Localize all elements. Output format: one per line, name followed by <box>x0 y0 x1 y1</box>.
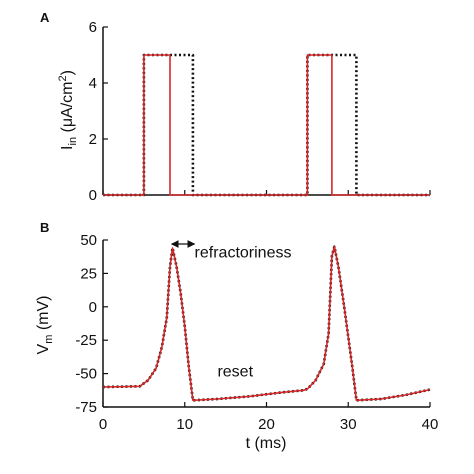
panel-b-ytick-label: 0 <box>89 299 97 316</box>
panel-a-plot <box>103 53 430 197</box>
panel-b-ytick-label: -50 <box>75 366 97 383</box>
panel-b-ytick-label: 25 <box>80 265 97 282</box>
panel-b-series-solid <box>102 245 431 402</box>
panel-b-series-dotted <box>102 245 431 402</box>
panel-a-ytick-label: 2 <box>89 131 97 148</box>
panel-b-ytick-label: -25 <box>75 332 97 349</box>
panel-a-series-solid <box>103 54 430 196</box>
panel-b-xtick-label: 30 <box>340 416 357 433</box>
panel-a-ylabel-unit-sup: 2 <box>57 75 69 81</box>
panel-b-ylabel: Vm (mV) <box>35 296 55 355</box>
panel-a-ytick-label: 0 <box>89 187 97 204</box>
panel-b-xtick-label: 0 <box>99 416 107 433</box>
panel-b-ytick-label: 50 <box>80 232 97 249</box>
panel-a-ticks: 0 2 4 6 <box>89 19 431 204</box>
panel-a-ylabel: Iin (μA/cm2) <box>57 70 79 150</box>
panel-a-ylabel-unit-pre: (μA/cm <box>59 82 76 137</box>
panel-a-ylabel-unit-post: ) <box>59 70 76 75</box>
panel-b: B Vm (mV) t (ms) -75 -50 -25 0 25 50 0 10 20 30 40… <box>35 220 438 452</box>
panel-b-annotation: refractoriness <box>195 244 292 261</box>
panel-b-ytick-label: -75 <box>75 399 97 416</box>
panel-a-letter: A <box>40 10 50 25</box>
panel-b-letter: B <box>40 220 49 235</box>
panel-a-ytick-label: 6 <box>89 19 97 36</box>
panel-b-xtick-label: 10 <box>176 416 193 433</box>
panel-b-ylabel-sub: m <box>43 335 55 344</box>
panel-a-ylabel-sub: in <box>67 137 79 146</box>
panel-a-series-dotted <box>103 53 430 197</box>
panel-b-xtick-label: 20 <box>258 416 275 433</box>
panel-b-ylabel-unit: (mV) <box>35 296 52 335</box>
panel-b-annotation: reset <box>217 363 253 380</box>
panel-a-ytick-label: 4 <box>89 75 97 92</box>
panel-b-plot: refractoriness reset <box>102 240 431 402</box>
panel-b-ylabel-main: V <box>35 343 52 354</box>
panel-a-ylabel-main: I <box>59 146 76 150</box>
panel-b-ticks: -75 -50 -25 0 25 50 0 10 20 30 40 <box>75 232 438 433</box>
panel-b-xtick-label: 40 <box>422 416 439 433</box>
panel-b-xlabel: t (ms) <box>246 435 287 452</box>
